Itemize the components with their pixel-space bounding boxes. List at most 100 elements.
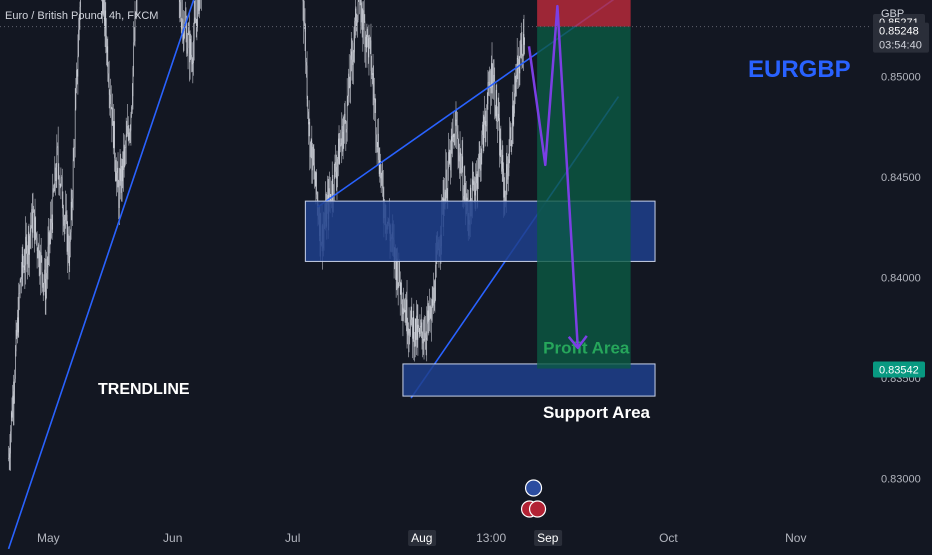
candle-body [53,188,54,193]
candle-body [20,279,22,282]
candle-body [369,37,370,39]
candle-body [8,458,9,459]
candle-body [36,233,37,238]
candle-body [444,192,446,209]
candle-body [499,118,500,156]
candle-body [185,25,187,30]
candle-body [102,0,103,14]
candle-body [37,251,39,259]
candle-body [19,281,21,294]
candle-body [481,134,483,158]
candle-body [111,107,113,126]
candle-body [513,113,515,125]
candle-body [312,146,313,171]
candle-body [309,122,311,157]
candle-body [13,391,15,404]
price-axis[interactable]: 0.830000.835000.840000.845000.850000.855… [873,0,929,486]
candle-body [180,2,181,17]
candle-body [51,218,52,223]
candle-body [66,215,68,252]
candle-body [474,181,475,190]
candle-body [75,87,77,109]
candle-body [187,33,189,49]
event-icons[interactable] [520,479,547,518]
candle-body [16,329,17,336]
candle-body [491,63,492,94]
candle-body [119,168,121,181]
candle-body [79,7,81,19]
candle-body [13,395,14,405]
candle-body [362,22,364,30]
candle-body [132,96,133,107]
candle-body [42,283,44,288]
candle-body [493,75,495,76]
price-tick-label: 0.84000 [881,273,921,285]
candle-body [368,37,369,58]
candle-body [431,306,432,321]
candle-body [361,2,362,23]
candle-body [498,113,500,118]
symbol-title[interactable]: Euro / British Pound, 4h, FXCM [5,10,158,22]
candle-body [510,127,511,139]
candle-body [317,194,318,202]
candle-body [304,25,306,32]
candle-body [49,232,50,245]
candle-body [70,232,71,242]
candle-body [312,146,314,163]
candle-body [449,150,451,164]
candle-body [110,103,112,108]
candle-body [505,197,506,204]
candle-body [523,34,525,45]
candle-body [134,41,135,43]
candle-body [198,0,200,11]
candle-body [337,158,338,168]
candle-body [70,201,72,233]
candle-body [508,167,509,180]
candle-body [79,18,80,30]
candle-body [194,17,196,19]
candle-body [417,324,419,340]
candle-body [523,34,524,57]
candle-body [80,0,81,7]
candle-body [354,21,355,43]
time-tick-highlight [534,530,563,546]
candle-body [76,70,77,88]
candle-body [133,42,134,68]
candle-body [365,36,367,48]
candle-body [17,317,18,336]
candle-body [108,73,109,83]
current-price-badge-bg [873,22,929,53]
candle-body [132,67,134,97]
candle-body [120,168,121,193]
candle-body [28,231,29,254]
candle-body [450,136,452,171]
candle-body [434,300,436,304]
candle-body [110,94,111,104]
candle-body [408,328,410,334]
candle-body [310,139,312,143]
candle-body [117,167,118,173]
candle-body [72,159,74,199]
time-tick-label: Jul [285,531,300,545]
candle-body [472,179,474,185]
candle-body [308,122,310,125]
candle-body [23,265,24,268]
time-tick-label: Jun [163,531,182,545]
candle-body [482,124,484,148]
candle-body [127,125,129,133]
candle-body [367,28,368,37]
candle-body [473,181,474,185]
candle-body [406,299,408,334]
candle-body [399,261,400,283]
time-axis[interactable]: May Jun Jul Aug 13:00 Sep Oct Nov [37,530,806,546]
candle-body [126,134,128,137]
time-tick-label: 13:00 [476,531,506,545]
candle-body [349,86,351,88]
candle-body [413,317,415,347]
candle-body [114,121,115,159]
candle-body [426,323,427,340]
candle-body [51,222,53,230]
candle-body [50,218,51,234]
candle-body [179,0,181,3]
